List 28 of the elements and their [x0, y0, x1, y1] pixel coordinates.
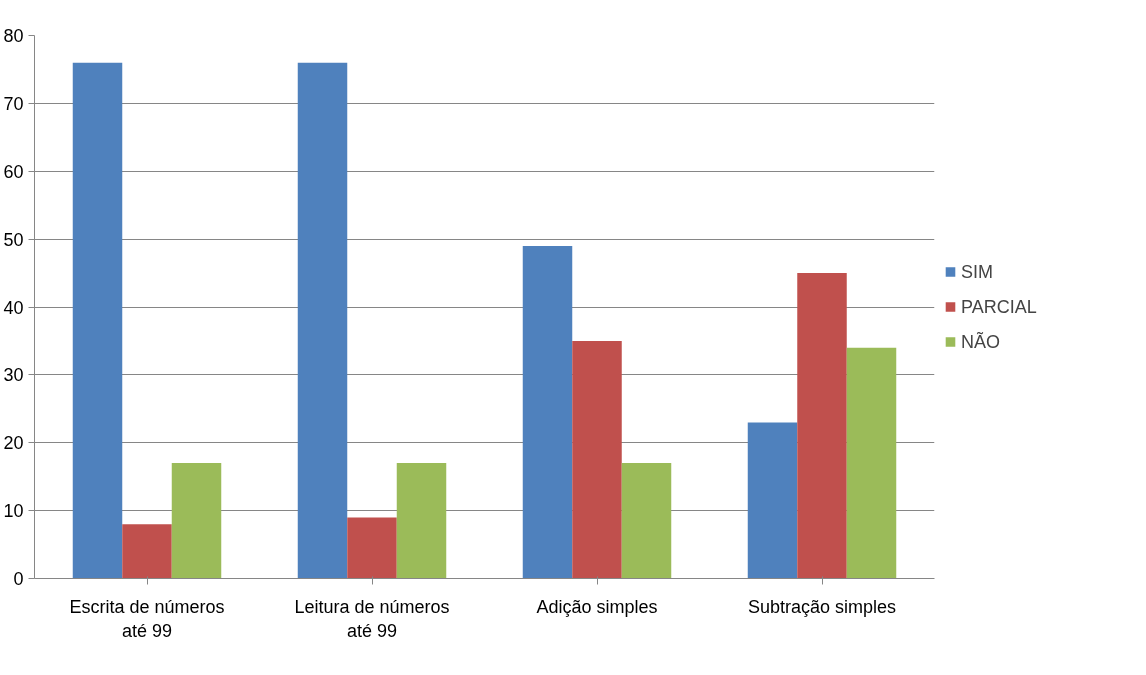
bar: [797, 273, 847, 579]
bar: [396, 463, 447, 579]
bar: [747, 422, 798, 579]
x-tick-label: Escrita de números até 99: [69, 596, 225, 641]
bar: [621, 463, 672, 579]
bar: [122, 524, 172, 579]
legend-label: SIM: [961, 261, 994, 282]
legend-label: PARCIAL: [961, 296, 1037, 317]
y-tick-label: 40: [3, 297, 24, 318]
bar: [572, 340, 622, 579]
y-tick-label: 0: [13, 569, 24, 589]
x-tick-label: Subtração simples: [747, 596, 897, 617]
x-tick-label: Leitura de números até 99: [294, 596, 450, 641]
bar: [297, 62, 348, 579]
y-tick-label: 10: [3, 501, 24, 522]
y-tick-label: 30: [3, 365, 24, 386]
x-tick-label: Adição simples: [536, 596, 658, 617]
bar: [72, 62, 123, 579]
bar: [347, 517, 397, 579]
bar: [171, 463, 222, 579]
y-tick-label: 60: [3, 161, 24, 182]
y-tick-label: 20: [3, 433, 24, 454]
bar: [846, 347, 897, 579]
y-tick-label: 80: [3, 26, 24, 46]
legend-label: NÃO: [961, 331, 1001, 352]
bar: [522, 245, 573, 579]
y-tick-label: 50: [3, 229, 24, 250]
y-tick-label: 70: [3, 93, 24, 114]
